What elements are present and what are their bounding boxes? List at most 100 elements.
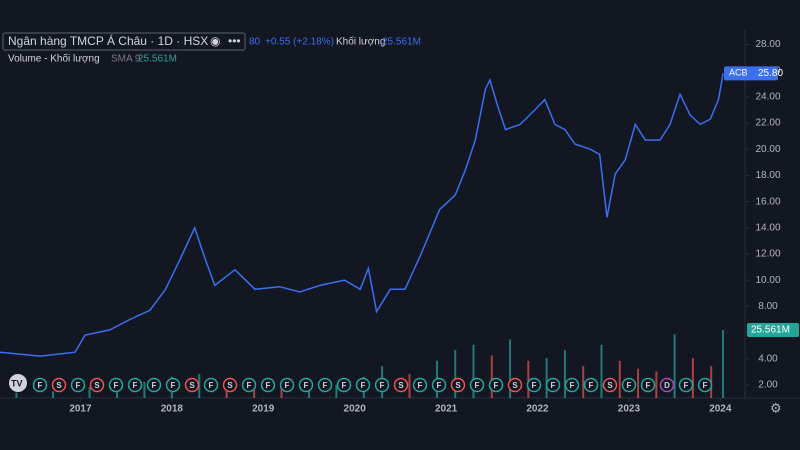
volume-tag bbox=[747, 323, 799, 338]
volume-bar bbox=[88, 387, 91, 398]
event-label: D bbox=[664, 381, 670, 390]
y-tick-label: 28.00 bbox=[755, 39, 780, 50]
event-marker bbox=[640, 377, 656, 393]
event-label: F bbox=[361, 381, 366, 390]
event-marker bbox=[602, 377, 618, 393]
event-marker bbox=[393, 377, 409, 393]
volume-bar bbox=[253, 384, 256, 398]
event-label: F bbox=[209, 381, 214, 390]
x-tick-label: 2018 bbox=[161, 404, 184, 415]
title-box[interactable] bbox=[2, 32, 246, 51]
event-label: F bbox=[304, 381, 309, 390]
event-label: F bbox=[380, 381, 385, 390]
x-tick-label: 2019 bbox=[252, 404, 275, 415]
volume-bar bbox=[307, 387, 310, 398]
volume-bar bbox=[673, 334, 676, 398]
event-marker bbox=[32, 377, 48, 393]
x-tick-label: 2022 bbox=[526, 404, 549, 415]
event-marker bbox=[70, 377, 86, 393]
event-label: F bbox=[570, 381, 575, 390]
event-label: F bbox=[38, 381, 43, 390]
tv-logo[interactable]: TV bbox=[9, 374, 27, 392]
eye-icon[interactable]: ◉ bbox=[210, 34, 220, 48]
event-marker bbox=[583, 377, 599, 393]
event-label: F bbox=[589, 381, 594, 390]
y-tick-label: 10.00 bbox=[755, 275, 780, 286]
volume-bar bbox=[545, 358, 548, 398]
event-marker bbox=[317, 377, 333, 393]
event-label: F bbox=[703, 381, 708, 390]
volume-bar bbox=[408, 374, 411, 398]
volume-bar bbox=[582, 366, 585, 398]
y-tick-label: 24.00 bbox=[755, 92, 780, 103]
event-marker bbox=[545, 377, 561, 393]
event-marker bbox=[260, 377, 276, 393]
event-marker bbox=[241, 377, 257, 393]
price-tag bbox=[724, 66, 778, 81]
event-marker bbox=[412, 377, 428, 393]
event-marker bbox=[146, 377, 162, 393]
volume-bar bbox=[509, 339, 512, 398]
svg-text:TV: TV bbox=[11, 378, 23, 388]
x-tick-label: 2021 bbox=[435, 404, 458, 415]
event-marker bbox=[127, 377, 143, 393]
price-tag-value: 25.80 bbox=[758, 68, 783, 79]
chart-title: Ngân hàng TMCP Á Châu · 1D · HSX bbox=[8, 33, 208, 48]
event-label: F bbox=[266, 381, 271, 390]
event-marker bbox=[564, 377, 580, 393]
event-label: S bbox=[398, 381, 404, 390]
event-marker bbox=[469, 377, 485, 393]
volume-legend: Volume - Khối lượng bbox=[8, 53, 100, 65]
volume-bar bbox=[52, 391, 55, 398]
x-tick-label: 2020 bbox=[344, 404, 367, 415]
x-tick-label: 2017 bbox=[69, 404, 92, 415]
volume-bar bbox=[563, 350, 566, 398]
volume-bar bbox=[198, 374, 201, 398]
event-marker bbox=[165, 377, 181, 393]
event-label: F bbox=[285, 381, 290, 390]
y-tick-label: 18.00 bbox=[755, 170, 780, 181]
volume-bar bbox=[335, 384, 338, 398]
volume-bar bbox=[655, 371, 658, 398]
event-label: F bbox=[627, 381, 632, 390]
x-tick-label: 2024 bbox=[709, 404, 732, 415]
event-marker bbox=[336, 377, 352, 393]
event-label: F bbox=[437, 381, 442, 390]
event-marker bbox=[355, 377, 371, 393]
volume-bar bbox=[454, 350, 457, 398]
event-marker bbox=[697, 377, 713, 393]
y-tick-label: 2.00 bbox=[758, 380, 778, 391]
event-label: F bbox=[684, 381, 689, 390]
event-label: S bbox=[455, 381, 461, 390]
more-icon[interactable]: ••• bbox=[228, 34, 241, 48]
volume-bar bbox=[15, 392, 18, 398]
event-label: S bbox=[227, 381, 233, 390]
y-tick-label: 22.00 bbox=[755, 118, 780, 129]
volume-bar bbox=[722, 330, 725, 398]
y-tick-label: 20.00 bbox=[755, 144, 780, 155]
event-marker bbox=[488, 377, 504, 393]
event-marker bbox=[621, 377, 637, 393]
event-label: F bbox=[532, 381, 537, 390]
y-tick-label: 16.00 bbox=[755, 196, 780, 207]
y-tick-label: 4.00 bbox=[758, 353, 778, 364]
volume-bar bbox=[618, 360, 621, 398]
event-marker bbox=[431, 377, 447, 393]
volume-bar bbox=[143, 382, 146, 398]
event-label: S bbox=[512, 381, 518, 390]
settings-icon[interactable]: ⚙ bbox=[770, 400, 782, 415]
event-marker bbox=[279, 377, 295, 393]
price-line bbox=[0, 73, 724, 357]
event-label: S bbox=[56, 381, 62, 390]
volume-indicator: SMA 9 bbox=[111, 54, 141, 65]
volume-legend-value: 25.561M bbox=[138, 54, 177, 65]
event-label: F bbox=[551, 381, 556, 390]
event-label: F bbox=[342, 381, 347, 390]
event-label: S bbox=[189, 381, 195, 390]
volume-bar bbox=[280, 387, 283, 398]
event-label: F bbox=[76, 381, 81, 390]
volume-bar bbox=[527, 360, 530, 398]
